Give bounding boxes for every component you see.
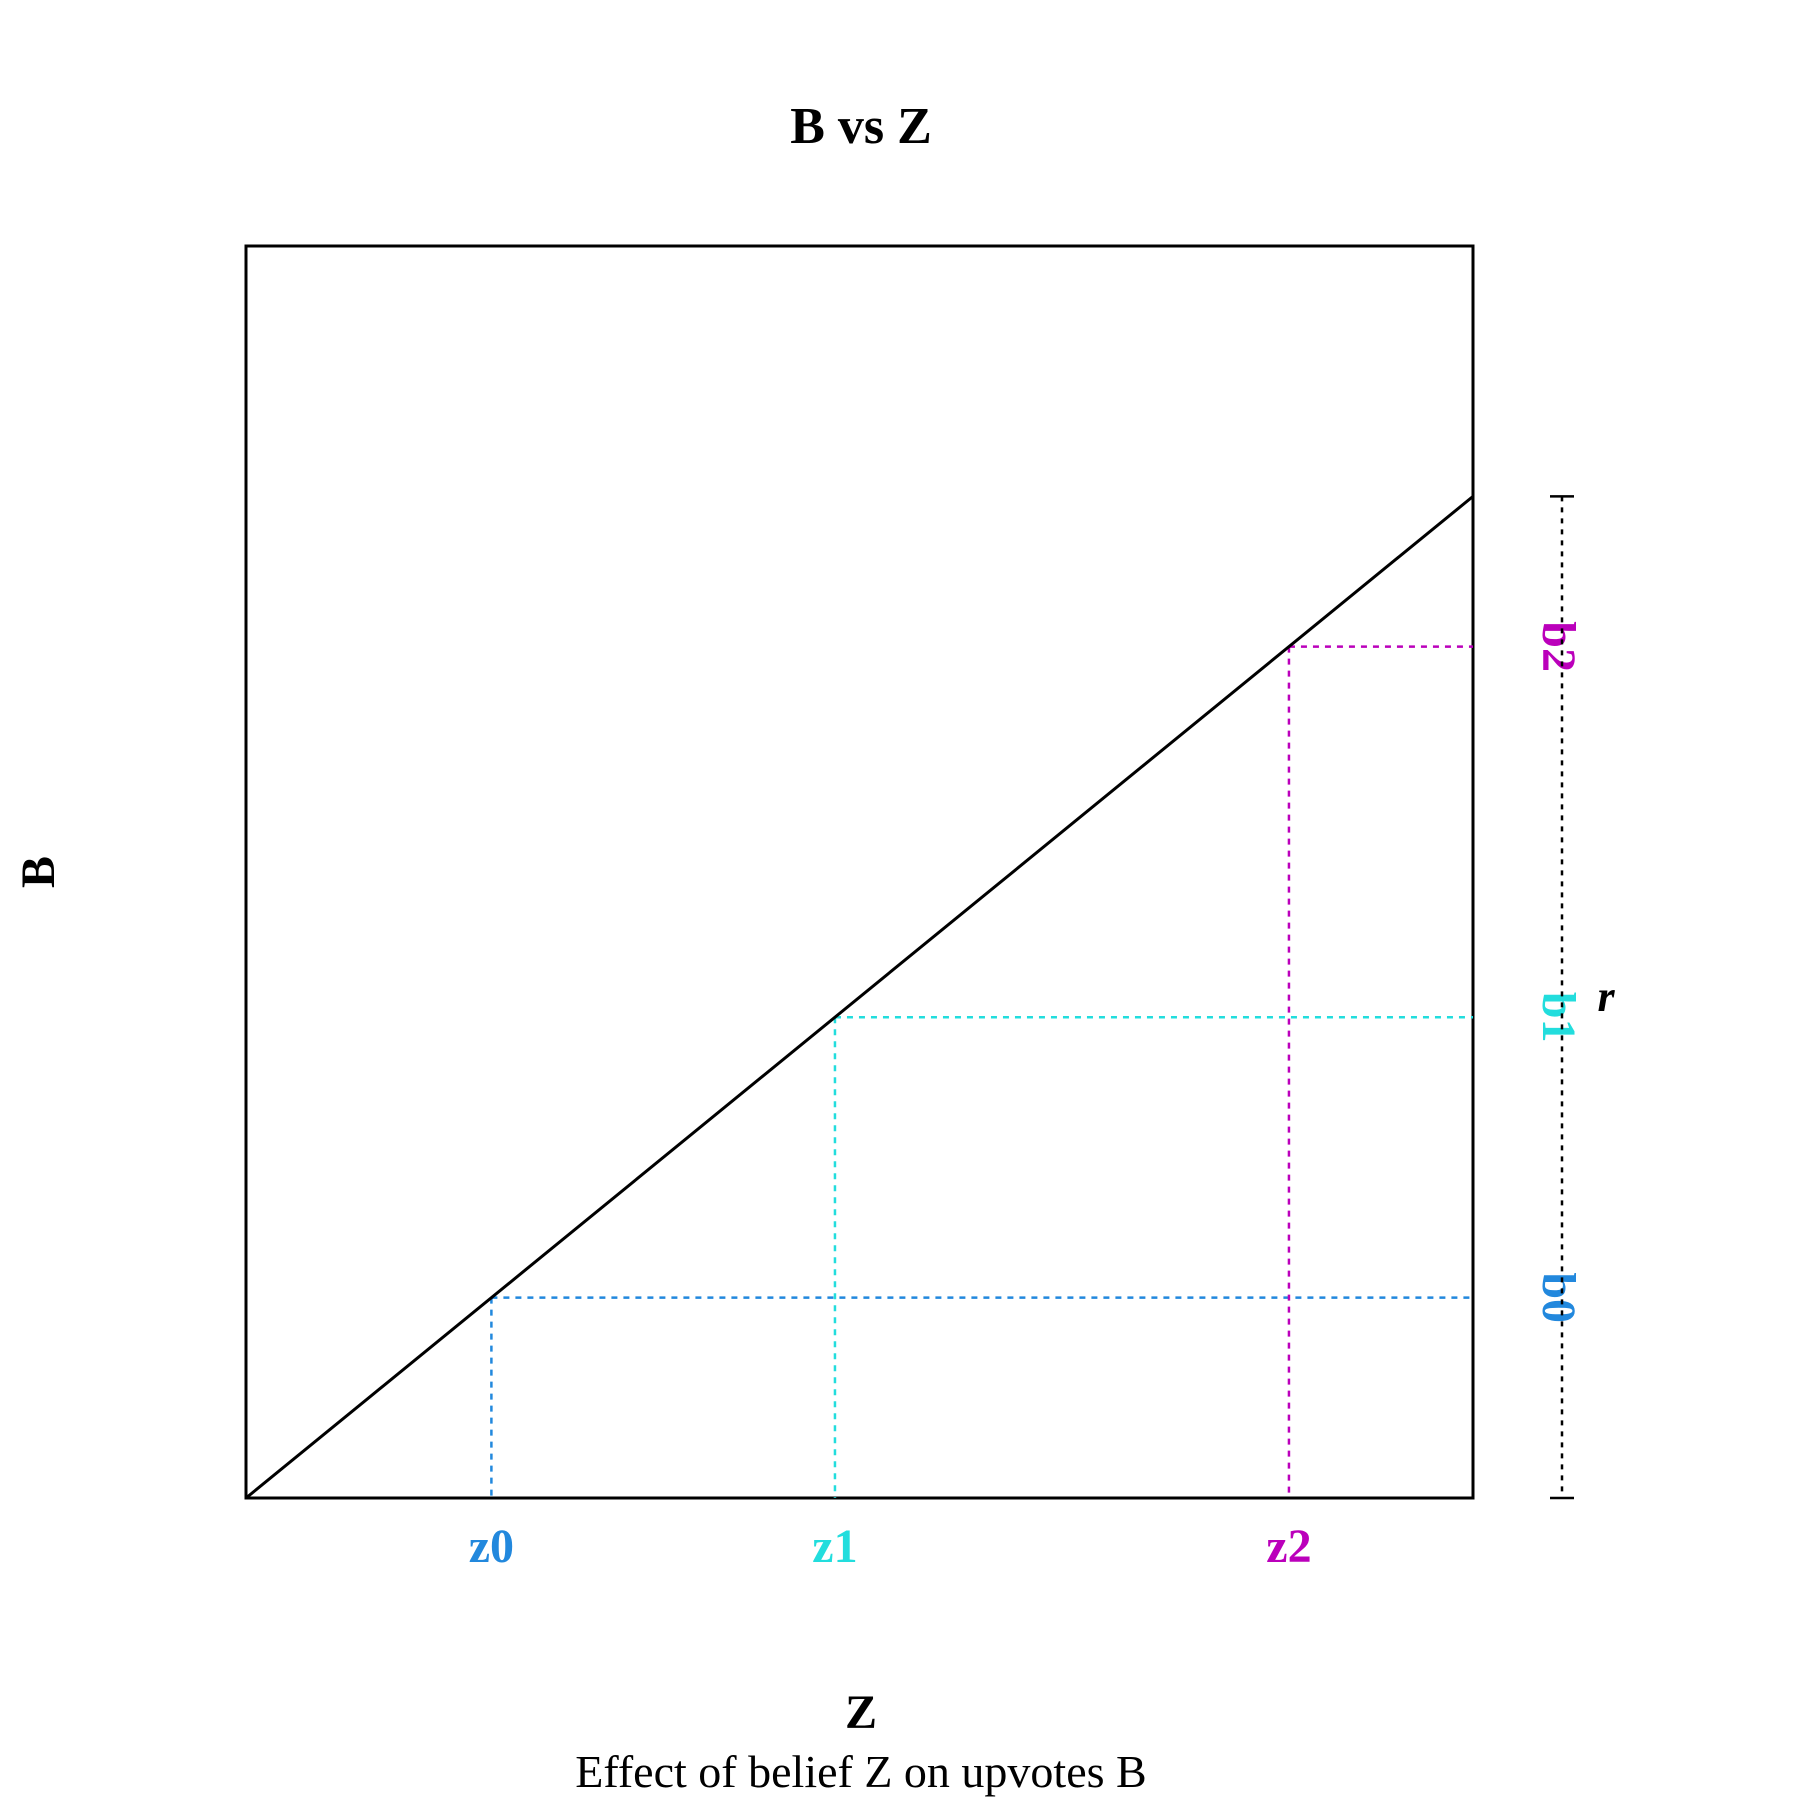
y-tick-b2: b2 bbox=[1532, 621, 1585, 672]
range-bracket: r bbox=[1550, 495, 1615, 1500]
plot-frame bbox=[244, 244, 1475, 1500]
data-line bbox=[245, 495, 1474, 1500]
x-tick-z2: z2 bbox=[1266, 1520, 1311, 1573]
chart-title: B vs Z bbox=[790, 98, 932, 155]
chart-caption: Effect of belief Z on upvotes B bbox=[575, 1746, 1146, 1797]
guide-lines bbox=[490, 645, 1473, 1498]
range-bracket-label: r bbox=[1597, 972, 1615, 1021]
y-axis-label: B bbox=[12, 856, 65, 888]
x-tick-z0: z0 bbox=[469, 1520, 514, 1573]
x-axis-label: Z bbox=[845, 1686, 877, 1739]
y-tick-labels: b0 b1 b2 bbox=[1532, 621, 1585, 1323]
y-tick-b0: b0 bbox=[1532, 1272, 1585, 1323]
x-tick-z1: z1 bbox=[812, 1520, 857, 1573]
x-tick-labels: z0 z1 z2 bbox=[469, 1520, 1312, 1573]
y-tick-b1: b1 bbox=[1532, 992, 1585, 1043]
